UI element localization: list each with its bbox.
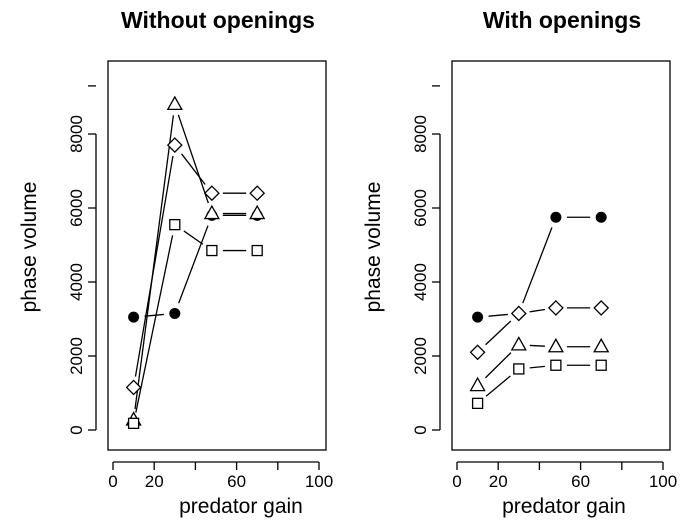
x-tick-label: 0 <box>108 472 117 491</box>
series-line-segment <box>529 344 545 347</box>
data-point-triangle <box>166 95 183 111</box>
x-tick-label: 100 <box>305 472 333 491</box>
x-axis-label: predator gain <box>502 495 626 518</box>
data-point-circle <box>595 211 607 223</box>
data-point-square <box>127 417 140 429</box>
y-tick-label: 4000 <box>67 263 86 301</box>
y-tick-label: 8000 <box>67 115 86 153</box>
data-point-triangle <box>547 337 564 353</box>
data-point-square <box>169 218 181 231</box>
series-line-segment <box>181 153 206 185</box>
y-tick-label: 0 <box>411 425 430 434</box>
data-point-square <box>513 363 525 375</box>
series-line-segment <box>134 115 175 410</box>
panel-title: With openings <box>483 7 641 33</box>
data-point-diamond <box>249 185 266 202</box>
panel-without-openings: Without openings predator gain phase vol… <box>18 7 333 518</box>
series-line-segment <box>522 227 553 304</box>
axes: 0 20 60 100 0 2000 4000 6000 8000 <box>67 85 333 491</box>
data-point-triangle <box>203 204 220 220</box>
x-tick-label: 0 <box>452 472 461 491</box>
data-point-square <box>251 244 263 257</box>
y-axis-label: phase volume <box>362 182 385 313</box>
series-line-segment <box>135 235 174 413</box>
data-point-diamond <box>547 299 564 316</box>
series-line-segment <box>529 308 546 313</box>
x-tick-label: 100 <box>649 472 677 491</box>
y-tick-label: 0 <box>67 425 86 434</box>
axes: 0 20 60 100 0 2000 4000 6000 8000 <box>411 85 677 491</box>
series-line-segment <box>183 230 204 245</box>
y-tick-label: 2000 <box>411 337 430 375</box>
plot-frame <box>451 60 671 451</box>
data-point-triangle <box>469 376 486 392</box>
series-line-segment <box>177 114 209 204</box>
data-point-square <box>550 359 562 371</box>
y-tick-label: 6000 <box>411 189 430 227</box>
data-point-diamond <box>125 379 142 396</box>
y-tick-label: 4000 <box>411 263 430 301</box>
series-lines <box>484 216 591 397</box>
series-markers <box>469 211 610 410</box>
data-point-square <box>206 244 218 257</box>
series-line-segment <box>529 365 545 369</box>
data-point-diamond <box>510 305 527 322</box>
y-axis-label: phase volume <box>18 182 41 313</box>
x-tick-label: 20 <box>145 472 164 491</box>
data-point-square <box>471 397 484 410</box>
data-point-circle <box>128 311 140 323</box>
data-point-circle <box>550 211 562 223</box>
x-axis-label: predator gain <box>179 495 303 518</box>
x-tick-label: 20 <box>489 472 508 491</box>
y-tick-label: 8000 <box>411 115 430 153</box>
plot-frame <box>107 60 327 451</box>
data-point-diamond <box>593 299 610 316</box>
series-line-segment <box>485 375 511 397</box>
series-line-segment <box>484 352 512 379</box>
data-point-circle <box>472 311 484 323</box>
data-point-triangle <box>510 336 527 351</box>
x-tick-label: 60 <box>227 472 246 491</box>
series-line-segment <box>178 225 209 304</box>
data-point-square <box>595 359 607 371</box>
y-tick-label: 6000 <box>67 189 86 227</box>
data-point-triangle <box>593 337 610 353</box>
data-point-diamond <box>469 344 486 361</box>
series-markers <box>125 95 266 429</box>
x-tick-label: 60 <box>571 472 590 491</box>
data-point-diamond <box>203 185 220 202</box>
panel-with-openings: With openings predator gain phase volume… <box>362 7 677 518</box>
series-line-segment <box>134 155 174 377</box>
series-line-segment <box>485 320 512 346</box>
panel-title: Without openings <box>121 7 315 33</box>
y-tick-label: 2000 <box>67 337 86 375</box>
data-point-triangle <box>249 204 266 220</box>
data-point-circle <box>169 307 181 319</box>
series-lines <box>134 114 247 413</box>
data-point-diamond <box>166 137 183 154</box>
series-line-segment <box>488 313 508 317</box>
